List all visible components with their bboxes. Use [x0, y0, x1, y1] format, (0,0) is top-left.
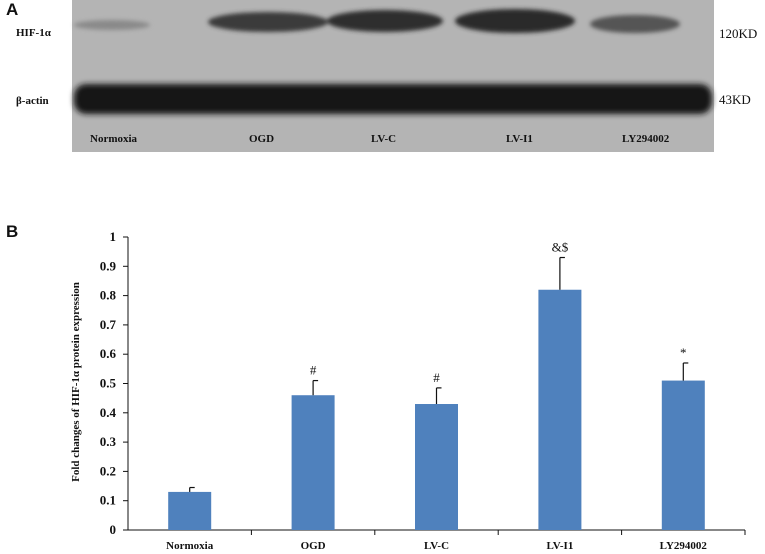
row-label-hif: HIF-1α: [16, 27, 52, 39]
lane-label-ly: LY294002: [622, 133, 670, 145]
lane-label-normoxia: Normoxia: [90, 133, 138, 145]
lane-label-lvi1: LV-I1: [506, 133, 533, 145]
significance-mark: *: [680, 345, 687, 360]
y-tick-label: 0.4: [100, 405, 117, 420]
category-label: LV-C: [424, 540, 449, 552]
y-tick-label: 0.7: [100, 317, 117, 332]
bar: [415, 404, 458, 530]
hif-bands: [74, 9, 680, 33]
category-label: LY294002: [660, 540, 708, 552]
lane-label-ogd: OGD: [249, 133, 274, 145]
y-tick-label: 0.9: [100, 258, 117, 273]
y-tick-label: 1: [110, 229, 117, 244]
hif-band-lvi1: [455, 9, 575, 33]
y-tick-label: 0.5: [100, 376, 117, 391]
actin-bands: [74, 84, 712, 114]
hif-band-ogd: [208, 12, 328, 32]
western-blot: HIF-1α β-actin 120KD 43KD Normoxia OGD L…: [16, 0, 757, 152]
hif-band-lvc: [327, 10, 443, 32]
y-tick-label: 0.8: [100, 288, 117, 303]
hif-band-normoxia: [74, 20, 150, 30]
size-label-120kd: 120KD: [719, 26, 757, 41]
y-tick-label: 0.1: [100, 493, 116, 508]
y-tick-label: 0.6: [100, 346, 117, 361]
panel-a-letter: A: [6, 0, 19, 19]
significance-mark: &$: [552, 240, 569, 255]
y-tick-label: 0: [110, 522, 117, 537]
y-axis-label: Fold changes of HIF-1α protein expressio…: [70, 282, 82, 482]
category-label: LV-I1: [546, 540, 573, 552]
bar: [661, 380, 705, 530]
row-label-actin: β-actin: [16, 95, 49, 107]
bar: [168, 491, 212, 530]
significance-mark: #: [310, 363, 317, 378]
significance-mark: #: [433, 370, 440, 385]
y-tick-label: 0.2: [100, 463, 116, 478]
bar: [291, 395, 335, 530]
chart-labels: 0 0.1 0.2 0.3 0.4 0.5 0.6 0.7 0.8 0.9 1 Normoxia OGD…: [100, 229, 708, 552]
panel-b-letter: B: [6, 222, 19, 241]
chart-bars: [168, 256, 705, 530]
lane-label-lvc: LV-C: [371, 133, 396, 145]
actin-band: [74, 84, 712, 114]
category-label: OGD: [301, 540, 326, 552]
hif-band-ly: [590, 15, 680, 33]
y-tick-label: 0.3: [100, 434, 117, 449]
size-label-43kd: 43KD: [719, 92, 751, 107]
bar: [538, 289, 582, 530]
category-label: Normoxia: [166, 540, 214, 552]
